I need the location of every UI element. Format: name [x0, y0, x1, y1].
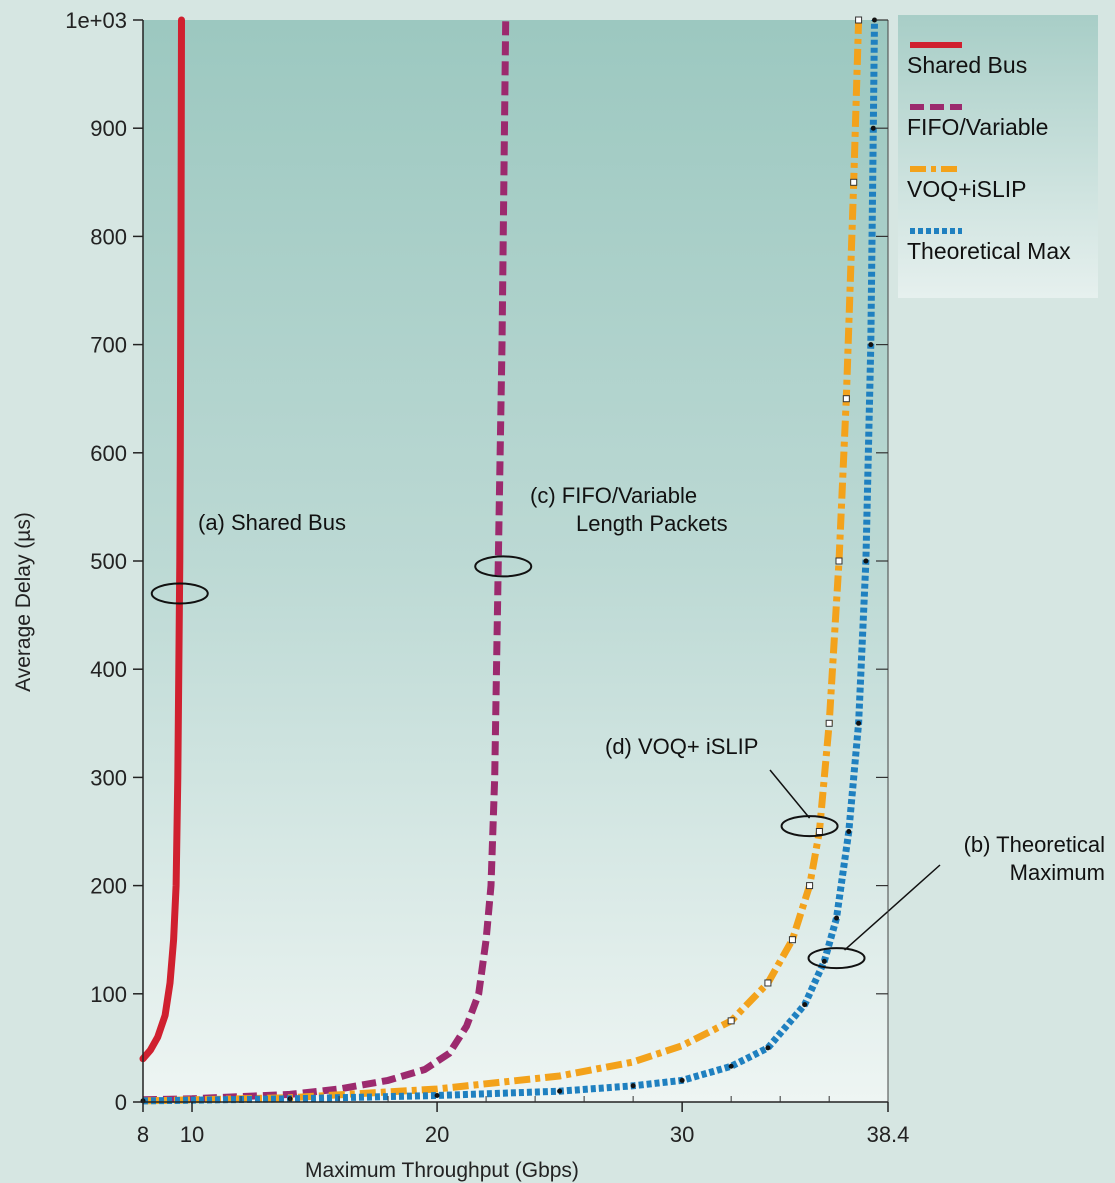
- annotation-text: (c) FIFO/Variable: [530, 483, 697, 508]
- series-marker-theoretical-max: [872, 17, 878, 23]
- y-tick-label: 700: [90, 333, 127, 358]
- series-marker-theoretical-max: [856, 720, 862, 726]
- series-layer: [139, 16, 878, 1105]
- series-marker-theoretical-max: [834, 915, 840, 921]
- series-line-fifo-variable: [142, 19, 510, 1104]
- y-tick-label: 1e+03: [65, 8, 127, 33]
- series-marker-voq-islip: [806, 882, 814, 890]
- legend: Shared Bus FIFO/Variable VOQ+iSLIP Theoreti…: [907, 42, 1071, 264]
- annotation-text: (a) Shared Bus: [198, 510, 346, 535]
- x-axis-title: Maximum Throughput (Gbps): [305, 1159, 579, 1182]
- annotation-ellipse: [780, 815, 839, 838]
- series-marker-theoretical-max: [728, 1063, 734, 1069]
- annotation-ellipse: [150, 582, 209, 605]
- legend-label-shared-bus: Shared Bus: [907, 52, 1027, 78]
- series-line-voq-islip: [142, 19, 863, 1105]
- y-tick-label: 200: [90, 874, 127, 899]
- annotation-leader: [844, 864, 941, 951]
- x-tick-label: 8: [137, 1122, 149, 1147]
- series-marker-theoretical-max: [863, 558, 869, 564]
- series-marker-theoretical-max: [868, 342, 874, 348]
- annotation-text: Maximum: [1010, 860, 1105, 885]
- annotation-text: (d) VOQ+ iSLIP: [605, 734, 758, 759]
- annotation-layer: (a) Shared Bus (c) FIFO/Variable Length Pa…: [150, 483, 1105, 970]
- series-marker-voq-islip: [842, 395, 850, 403]
- annotation-text: (b) Theoretical: [964, 832, 1105, 857]
- series-marker-theoretical-max: [821, 958, 827, 964]
- series-marker-voq-islip: [835, 557, 843, 565]
- series-marker-theoretical-max: [802, 1002, 808, 1008]
- legend-label-voq-islip: VOQ+iSLIP: [907, 176, 1027, 202]
- y-tick-label: 600: [90, 441, 127, 466]
- legend-label-fifo-variable: FIFO/Variable: [907, 114, 1048, 140]
- series-marker-theoretical-max: [846, 829, 852, 834]
- series-marker-theoretical-max: [870, 125, 876, 131]
- legend-box: [898, 15, 1098, 298]
- series-marker-voq-islip: [825, 719, 833, 727]
- series-marker-theoretical-max: [679, 1077, 685, 1083]
- series-marker-voq-islip: [727, 1017, 735, 1025]
- x-tick-label: 38.4: [867, 1122, 910, 1147]
- annotation-ellipse: [474, 555, 533, 578]
- y-tick-label: 300: [90, 765, 127, 790]
- y-tick-label: 500: [90, 549, 127, 574]
- x-tick-label: 20: [425, 1122, 449, 1147]
- y-tick-label: 900: [90, 116, 127, 141]
- series-line-shared-bus: [139, 16, 185, 1063]
- series-marker-voq-islip: [855, 16, 863, 24]
- legend-label-theoretical-max: Theoretical Max: [907, 238, 1071, 264]
- y-axis-title: Average Delay (µs): [12, 512, 35, 692]
- y-tick-label: 0: [115, 1090, 127, 1115]
- series-marker-theoretical-max: [630, 1083, 636, 1089]
- series-marker-theoretical-max: [434, 1093, 440, 1099]
- series-marker-voq-islip: [850, 178, 858, 186]
- y-tick-label: 100: [90, 982, 127, 1007]
- series-marker-theoretical-max: [557, 1088, 563, 1094]
- series-marker-voq-islip: [788, 936, 796, 944]
- x-tick-label: 10: [180, 1122, 204, 1147]
- series-marker-voq-islip: [815, 828, 823, 835]
- plot-background: [143, 20, 888, 1102]
- annotation-leader: [769, 769, 811, 819]
- series-marker-theoretical-max: [765, 1045, 771, 1051]
- tick-layer: 0 100 200 300 400 500 600 700 800 900 1e+03 8 10 20 30…: [65, 8, 909, 1147]
- annotation-ellipse: [807, 947, 866, 970]
- x-tick-label: 30: [670, 1122, 694, 1147]
- series-marker-voq-islip: [764, 979, 772, 987]
- annotation-text: Length Packets: [576, 511, 728, 536]
- y-tick-label: 400: [90, 657, 127, 682]
- y-tick-label: 800: [90, 224, 127, 249]
